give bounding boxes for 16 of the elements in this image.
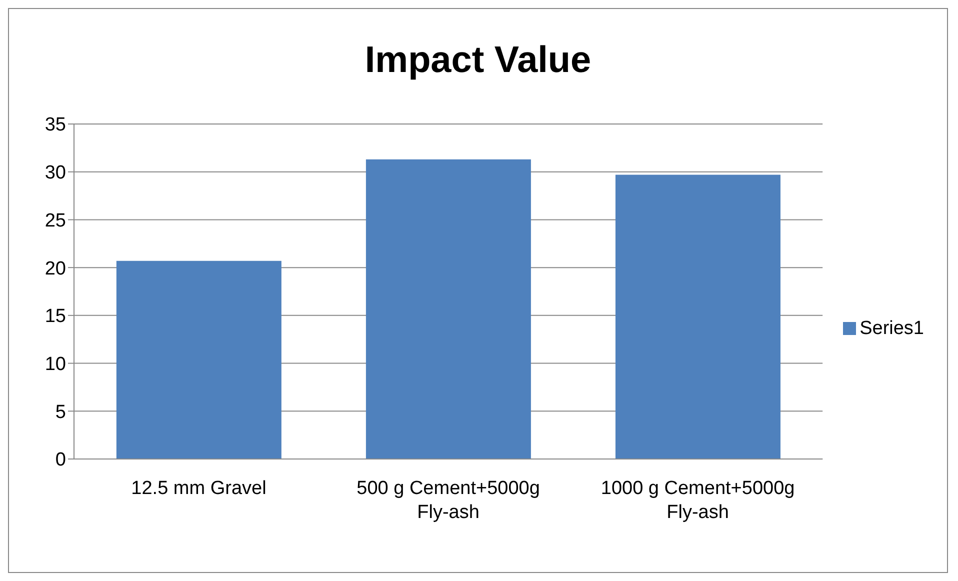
y-tick-label: 35 (44, 114, 66, 136)
x-tick-label: 1000 g Cement+5000g Fly-ash (600, 478, 795, 523)
y-tick-label: 20 (44, 258, 66, 280)
bar (366, 159, 531, 459)
y-tick-label: 30 (44, 162, 66, 184)
y-tick-label: 25 (44, 210, 66, 232)
chart-title: Impact Value (364, 38, 592, 82)
bar (116, 260, 282, 459)
legend-label: Series1 (860, 318, 924, 339)
bar (615, 174, 780, 459)
y-tick-label: 10 (44, 354, 66, 376)
y-tick-label: 0 (55, 450, 66, 471)
x-tick-label: 500 g Cement+5000g Fly-ash (356, 478, 540, 523)
y-tick-label: 5 (55, 402, 66, 423)
x-tick-label: 12.5 mm Gravel (131, 478, 266, 499)
y-tick-label: 15 (44, 306, 66, 328)
